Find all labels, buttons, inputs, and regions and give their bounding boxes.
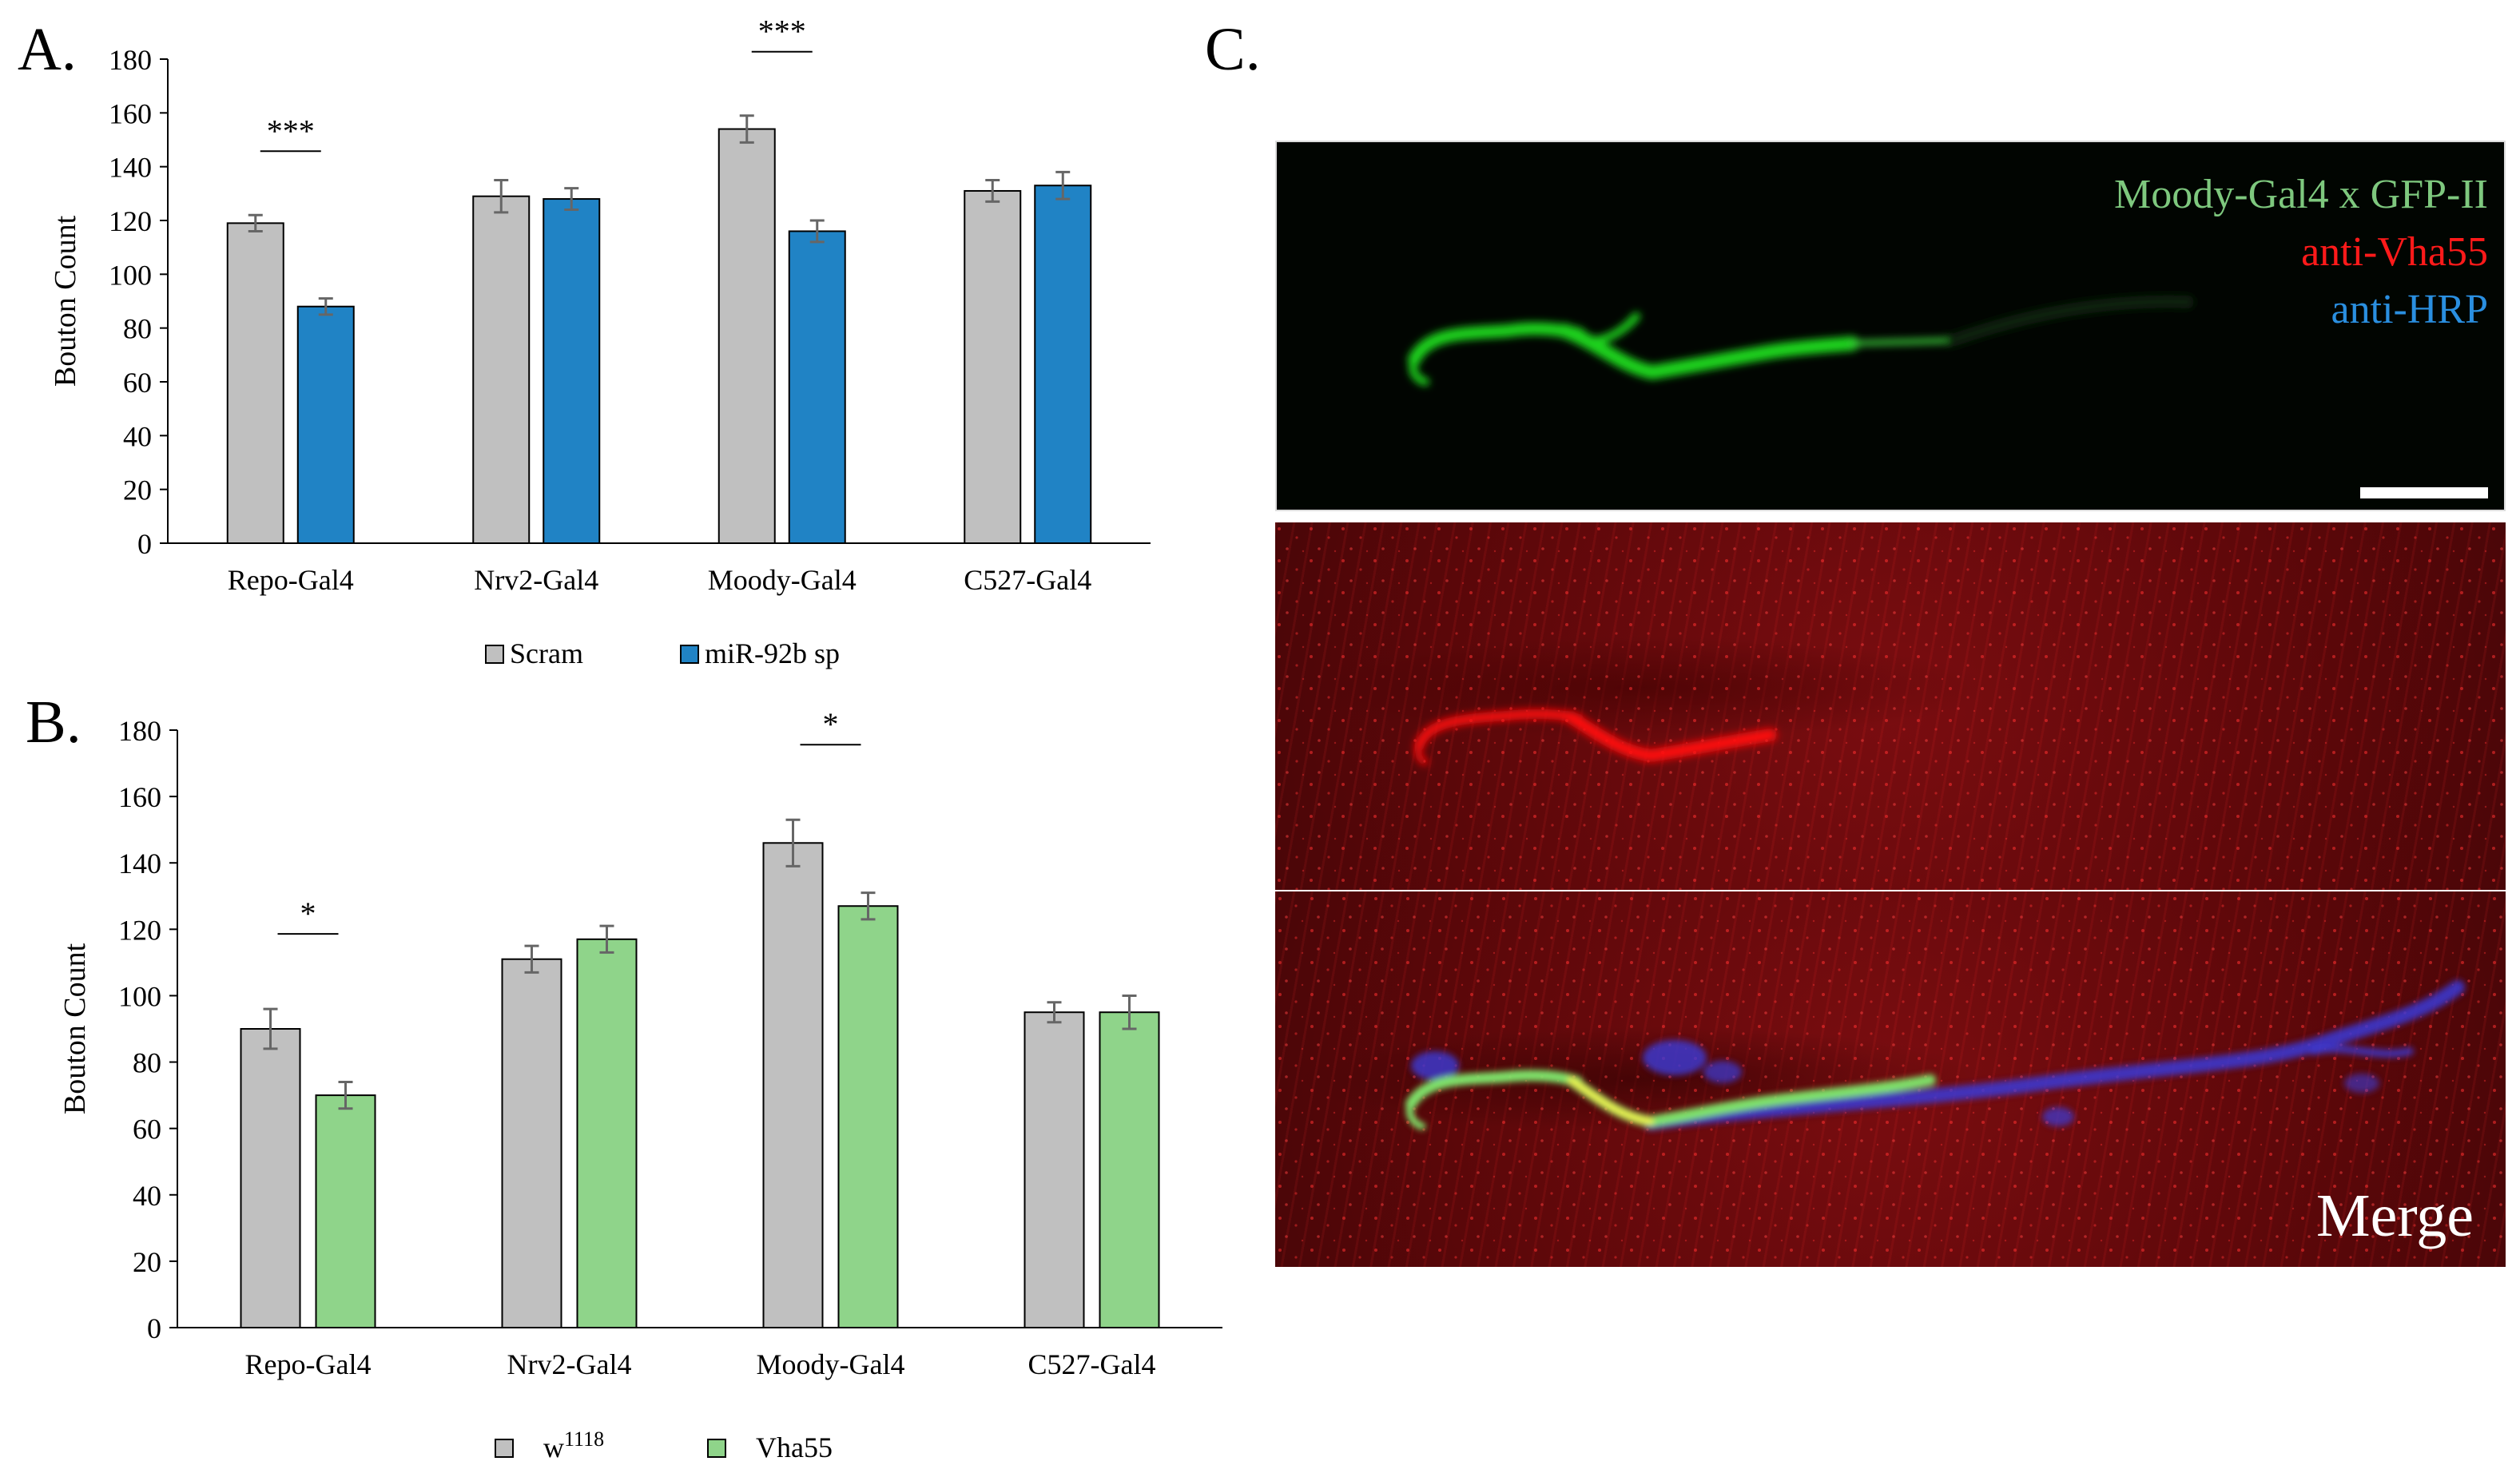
bar-scram-moody-gal4	[717, 128, 776, 545]
y-axis-label: Bouton Count	[49, 215, 82, 387]
significance-marker: ***	[267, 113, 315, 149]
category-label-nrv2-gal4: Nrv2-Gal4	[507, 1348, 632, 1380]
bar-mir-92b-sp-repo-gal4	[296, 305, 355, 544]
bar-chart-b: 0 20 40 60 80 100 120 140 160 180 Bouton Count Repo…	[58, 706, 1222, 1463]
bar-w1118-nrv2-gal4	[501, 958, 562, 1328]
legend-swatch-1	[707, 1439, 726, 1458]
y-tick-label: 0	[137, 528, 152, 560]
bar-scram-c527-gal4	[964, 189, 1022, 544]
y-tick-label: 100	[118, 980, 161, 1012]
label-anti-vha55: anti-Vha55	[2301, 229, 2488, 275]
category-label-c527-gal4: C527-Gal4	[964, 564, 1091, 596]
legend-label-1: Vha55	[756, 1431, 833, 1463]
panel-label-c: C.	[1205, 16, 1261, 83]
micrograph-merge: Merge	[1275, 891, 2506, 1267]
bar-scram-nrv2-gal4	[472, 195, 531, 544]
panel-label-b: B.	[26, 689, 81, 756]
y-tick-label: 160	[109, 97, 152, 129]
y-tick-label: 40	[133, 1180, 161, 1212]
gfp-signal-drawing	[1408, 295, 2194, 386]
panel-label-a: A.	[18, 16, 77, 83]
scale-bar	[2360, 487, 2488, 498]
category-label-moody-gal4: Moody-Gal4	[708, 564, 857, 596]
y-tick-label: 160	[118, 781, 161, 813]
y-tick-label: 180	[118, 715, 161, 747]
category-label-repo-gal4: Repo-Gal4	[228, 564, 354, 596]
bar-w1118-moody-gal4	[762, 842, 824, 1329]
bar-mir-92b-sp-c527-gal4	[1034, 185, 1092, 544]
y-tick-label: 120	[109, 205, 152, 237]
legend-label-0: Scram	[510, 637, 583, 669]
bar-w1118-repo-gal4	[240, 1028, 301, 1328]
bar-mir-92b-sp-moody-gal4	[788, 230, 846, 544]
bar-vha55-repo-gal4	[315, 1094, 376, 1328]
y-tick-label: 60	[133, 1114, 161, 1145]
y-tick-label: 0	[147, 1312, 161, 1344]
label-anti-hrp: anti-HRP	[2331, 287, 2488, 332]
y-tick-label: 120	[118, 914, 161, 946]
legend-label-1: miR-92b sp	[705, 637, 840, 669]
category-label-moody-gal4: Moody-Gal4	[757, 1348, 905, 1380]
bar-vha55-nrv2-gal4	[576, 938, 638, 1328]
category-label-c527-gal4: C527-Gal4	[1028, 1348, 1156, 1380]
y-tick-label: 60	[123, 367, 152, 399]
y-tick-label: 20	[123, 474, 152, 506]
y-tick-label: 80	[133, 1047, 161, 1079]
label-gfp: Moody-Gal4 x GFP-II	[2114, 172, 2488, 217]
legend-swatch-0	[485, 645, 504, 664]
y-tick-label: 20	[133, 1246, 161, 1278]
label-merge: Merge	[2316, 1182, 2474, 1249]
y-tick-label: 80	[123, 313, 152, 345]
y-tick-label: 140	[109, 152, 152, 184]
category-label-repo-gal4: Repo-Gal4	[245, 1348, 372, 1380]
legend-swatch-1	[680, 645, 699, 664]
micrograph-gfp-channel: Moody-Gal4 x GFP-II anti-Vha55 anti-HRP	[1275, 141, 2506, 511]
y-tick-label: 180	[109, 44, 152, 76]
significance-marker: ***	[758, 14, 806, 50]
bar-chart-a: 0 20 40 60 80 100 120 140 160 180 Bouton Count Repo…	[49, 14, 1151, 669]
y-tick-label: 100	[109, 259, 152, 291]
bar-vha55-moody-gal4	[837, 905, 899, 1328]
vha55-signal-drawing	[1275, 522, 2506, 890]
y-axis-label: Bouton Count	[58, 943, 92, 1114]
significance-marker: *	[300, 895, 316, 931]
micrograph-vha55-channel	[1275, 522, 2506, 890]
bar-mir-92b-sp-nrv2-gal4	[543, 198, 601, 544]
bar-vha55-c527-gal4	[1099, 1011, 1160, 1328]
bar-scram-repo-gal4	[226, 222, 284, 544]
y-tick-label: 40	[123, 420, 152, 452]
significance-marker: *	[823, 706, 839, 742]
legend-label-0: w1118	[543, 1427, 604, 1463]
y-tick-label: 140	[118, 848, 161, 879]
merge-signal-drawing	[1275, 891, 2506, 1267]
category-label-nrv2-gal4: Nrv2-Gal4	[474, 564, 598, 596]
bar-w1118-c527-gal4	[1024, 1011, 1085, 1328]
legend-swatch-0	[495, 1439, 514, 1458]
